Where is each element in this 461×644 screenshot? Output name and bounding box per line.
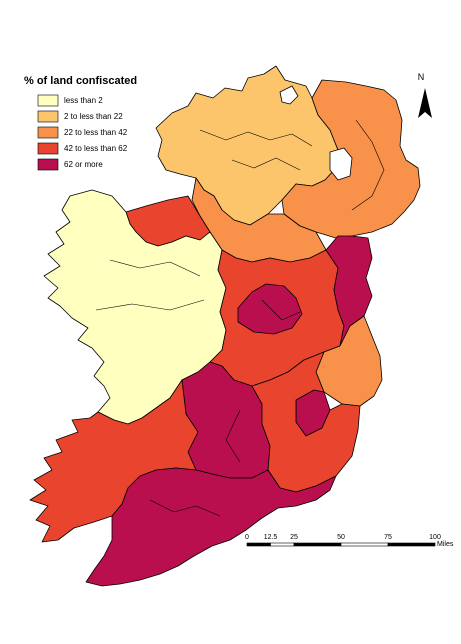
scale-segment — [270, 542, 295, 547]
map-regions — [29, 65, 421, 587]
scale-tick-label: 25 — [290, 534, 298, 541]
legend-swatch — [37, 94, 59, 107]
legend-swatch — [37, 110, 59, 123]
scale-unit: Miles — [437, 541, 454, 548]
scale-segment — [340, 542, 389, 547]
scale-segment — [246, 542, 271, 547]
scale-tick-label: 100 — [429, 534, 441, 541]
scale-tick-label: 75 — [384, 534, 392, 541]
scale-tick-label: 50 — [337, 534, 345, 541]
legend-swatch — [37, 158, 59, 171]
scale-segment — [293, 542, 342, 547]
region-south — [85, 467, 337, 587]
lough-neagh — [329, 147, 353, 181]
scale-tick-label: 0 — [245, 534, 249, 541]
region-south-west — [29, 379, 199, 543]
north-arrow-icon — [418, 88, 432, 118]
legend-label: less than 2 — [64, 96, 103, 105]
lough-foyle — [279, 85, 299, 105]
legend-label: 62 or more — [64, 160, 103, 169]
legend: % of land confiscated less than 2 2 to le… — [24, 75, 137, 171]
internal-borders — [95, 119, 385, 517]
north-arrow: N — [418, 72, 432, 118]
legend-swatch — [37, 142, 59, 155]
legend-label: 22 to less than 42 — [64, 128, 128, 137]
north-label: N — [418, 72, 425, 82]
legend-label: 2 to less than 22 — [64, 112, 123, 121]
legend-label: 42 to less than 62 — [64, 144, 128, 153]
legend-swatch — [37, 126, 59, 139]
scale-tick-label: 12.5 — [264, 534, 278, 541]
scale-segment — [387, 542, 436, 547]
legend-title: % of land confiscated — [24, 75, 137, 87]
